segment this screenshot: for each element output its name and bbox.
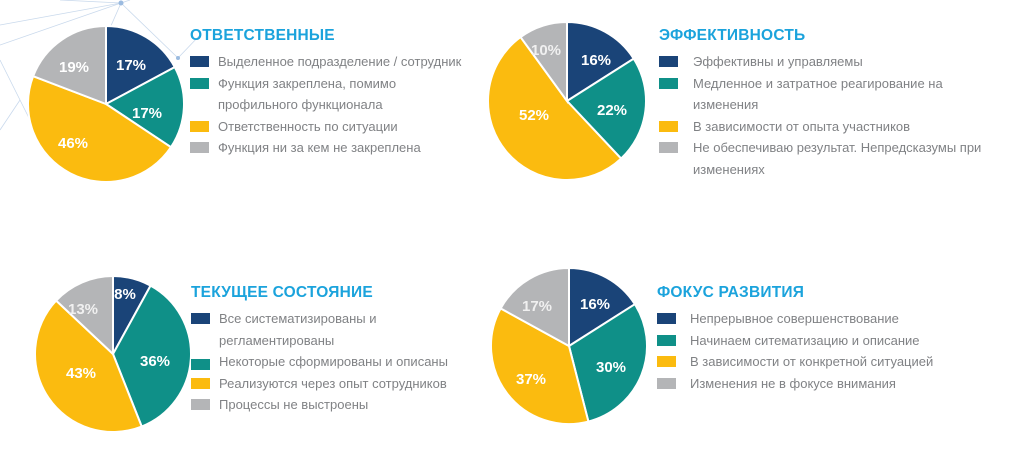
legend-item: Выделенное подразделение / сотрудник <box>190 51 490 73</box>
legend-item: Начинаем ситематизацию и описание <box>657 330 987 352</box>
slice-label: 30% <box>596 359 626 376</box>
pie-slice <box>105 24 177 106</box>
legend-item: Изменения не в фокусе внимания <box>657 373 987 395</box>
slice-label: 16% <box>580 296 610 313</box>
chart-title: ФОКУС РАЗВИТИЯ <box>657 284 805 301</box>
legend-item: Реализуются через опыт сотрудников <box>191 373 481 395</box>
legend-current-state: ТЕКУЩЕЕ СОСТОЯНИЕ Все систематизированы … <box>191 283 481 416</box>
slice-label: 43% <box>66 365 96 382</box>
pie-slices <box>34 274 192 433</box>
legend-item: Все систематизированы и регламентированы <box>191 308 421 351</box>
legend-item: Эффективны и управляемы <box>659 51 1014 73</box>
gray-swatch <box>190 142 209 153</box>
teal-swatch <box>190 77 209 89</box>
legend-item: Функция ни за кем не закреплена <box>190 137 490 159</box>
legend-item: В зависимости от конкретной ситуацией <box>657 351 987 373</box>
slice-label: 37% <box>516 371 546 388</box>
slice-label: 36% <box>140 353 170 370</box>
teal-swatch <box>659 77 678 89</box>
legend-item: Ответственность по ситуации <box>190 116 490 138</box>
pie-slice <box>31 24 107 106</box>
navy-swatch <box>191 313 210 324</box>
yellow-swatch <box>657 356 676 367</box>
pie-slice <box>490 307 590 425</box>
pie-slice <box>565 57 647 161</box>
pie-slices <box>487 20 647 181</box>
teal-swatch <box>191 359 210 370</box>
pie-slice <box>519 20 568 105</box>
legend-efficiency: ЭФФЕКТИВНОСТЬ Эффективны и управляемы Ме… <box>659 26 1014 180</box>
pie-chart-current-state: 8% 36% 43% 13% <box>34 274 192 433</box>
slice-label: 16% <box>581 52 611 69</box>
slice-label: 22% <box>597 102 627 119</box>
slice-label: 19% <box>59 59 89 76</box>
pie-slice <box>499 266 570 348</box>
pie-slice <box>567 302 648 423</box>
gray-swatch <box>657 377 676 389</box>
gray-swatch <box>191 399 210 410</box>
pie-slice <box>104 65 185 149</box>
navy-swatch <box>659 56 678 67</box>
yellow-swatch <box>659 120 678 132</box>
legend-item: Медленное и затратное реагирование на из… <box>659 73 979 116</box>
slice-label: 8% <box>114 286 136 303</box>
chart-title: ОТВЕТСТВЕННЫЕ <box>190 27 335 44</box>
legend-item: Процессы не выстроены <box>191 394 481 416</box>
pie-slice <box>54 274 114 357</box>
slice-label: 17% <box>116 57 146 74</box>
chart-title: ТЕКУЩЕЕ СОСТОЯНИЕ <box>191 284 373 301</box>
navy-swatch <box>190 56 209 67</box>
slice-label: 52% <box>519 107 549 124</box>
pie-slice <box>111 284 192 428</box>
pie-chart-efficiency: 16% 22% 52% 10% <box>487 20 647 181</box>
legend-responsible: ОТВЕТСТВЕННЫЕ Выделенное подразделение /… <box>190 26 490 159</box>
pie-chart-development-focus: 16% 30% 37% 17% <box>490 266 648 425</box>
legend-item: Функция закреплена, помимо профильного ф… <box>190 73 430 116</box>
legend-item: Некоторые сформированы и описаны <box>191 351 481 373</box>
pie-slice <box>566 20 636 103</box>
pie-slice <box>568 266 637 348</box>
pie-slices <box>27 24 185 183</box>
pie-slice <box>34 299 144 433</box>
chart-title: ЭФФЕКТИВНОСТЬ <box>659 27 806 44</box>
gray-swatch <box>659 142 678 153</box>
slice-label: 46% <box>58 135 88 152</box>
legend-item: В зависимости от опыта участников <box>659 116 1014 138</box>
pie-chart-responsible: 17% 17% 46% 19% <box>27 24 185 183</box>
navy-swatch <box>657 313 676 324</box>
slice-label: 10% <box>531 42 561 59</box>
slice-label: 17% <box>132 105 162 122</box>
legend-development-focus: ФОКУС РАЗВИТИЯ Непрерывное совершенствов… <box>657 283 987 394</box>
legend-item: Не обеспечиваю результат. Непредсказумы … <box>659 137 1009 180</box>
yellow-swatch <box>190 120 209 132</box>
slice-label: 13% <box>68 301 98 318</box>
legend-item: Непрерывное совершенствование <box>657 308 987 330</box>
pie-slice <box>27 74 173 183</box>
slice-label: 17% <box>522 298 552 315</box>
yellow-swatch <box>191 377 210 389</box>
pie-slices <box>490 266 648 425</box>
teal-swatch <box>657 334 676 346</box>
pie-slice <box>487 35 623 181</box>
